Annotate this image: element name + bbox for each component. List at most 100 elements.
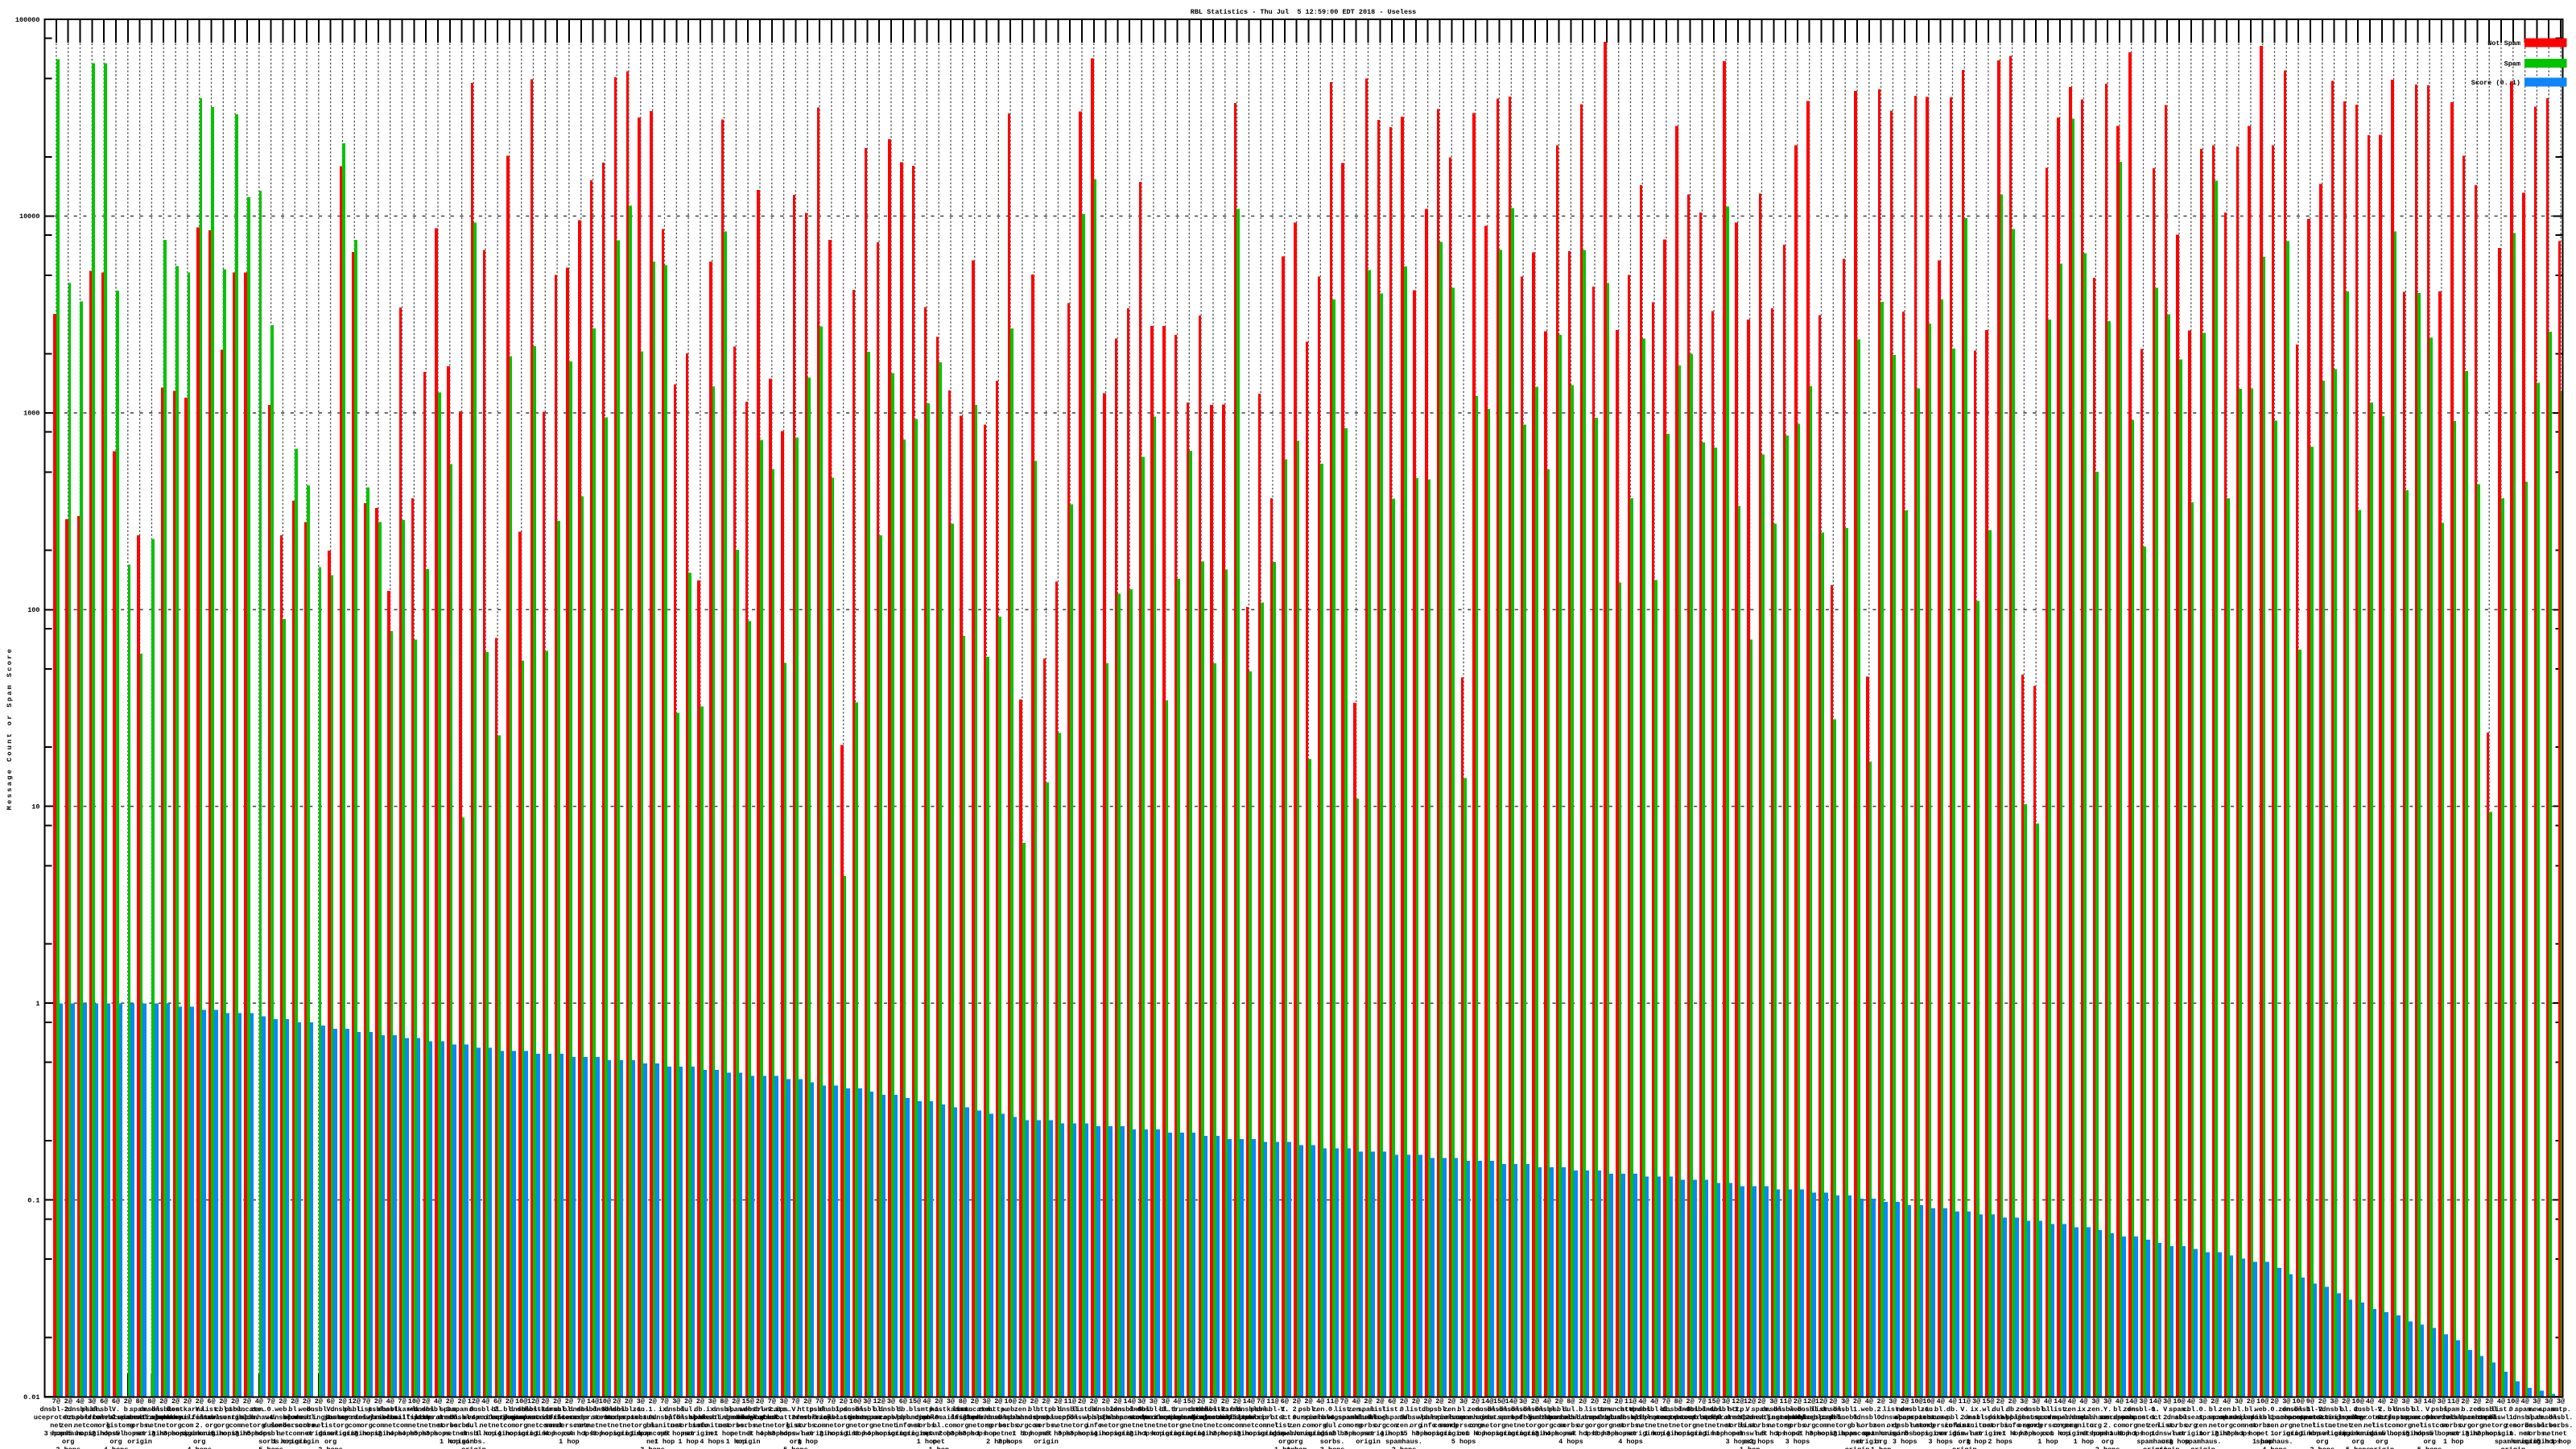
svg-text:7@hostkarma.junkemailfilter.co: 7@ hostkarma. junkemailfilter. com 4 hops — [369, 1397, 436, 1438]
svg-text:2@0.1.zen.1.spamhaus.2 hops: 2@0.1.zen.1.spamhaus.2 hops — [1385, 1397, 1422, 1449]
svg-text:Score (0..1): Score (0..1) — [2471, 79, 2520, 87]
svg-text:2@new.spam.dnsbl.sorbs.3 hops: 2@ new. spam. dnsbl. sorbs. 3 hops — [1893, 1397, 1918, 1446]
svg-text:100: 100 — [27, 606, 39, 614]
svg-text:2@hostkarma.junkemailfilter.co: 2@ hostkarma. junkemailfilter. com origin — [155, 1397, 221, 1438]
svg-text:0.01: 0.01 — [23, 1393, 39, 1402]
svg-text:Not Spam: Not Spam — [2487, 39, 2520, 47]
svg-text:10: 10 — [31, 803, 39, 811]
svg-text:100000: 100000 — [15, 16, 40, 24]
svg-text:1000: 1000 — [23, 410, 39, 418]
